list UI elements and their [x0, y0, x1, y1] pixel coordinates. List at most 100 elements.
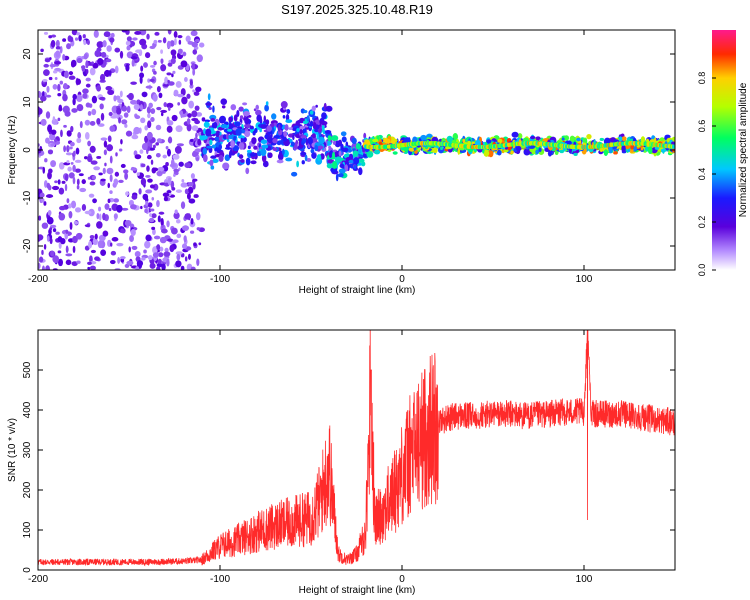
spectrogram-cell — [67, 166, 72, 172]
spectrogram-cell — [219, 115, 226, 124]
spectrogram-cell — [147, 78, 151, 83]
spectrogram-cell — [249, 125, 254, 130]
spectrogram-cell — [79, 187, 87, 193]
spectrogram-cell — [299, 129, 304, 135]
spectrogram-cell — [159, 236, 167, 244]
spectrogram-cell — [124, 172, 129, 180]
spectrogram-cell — [76, 260, 81, 264]
spectrogram-cell — [161, 228, 168, 234]
spectrogram-cell — [240, 137, 244, 144]
spectrogram-cell — [63, 83, 68, 90]
spectrogram-cell — [65, 259, 72, 266]
spectrogram-cell — [212, 105, 215, 113]
spectrogram-cell — [586, 133, 592, 140]
spectrogram-cell — [211, 144, 216, 149]
spectrogram-cell — [156, 266, 161, 270]
snr-y-tick-label: 0 — [22, 567, 33, 573]
spectrogram-cell — [41, 249, 44, 256]
spectrogram-cell — [239, 115, 244, 120]
spectrogram-cell — [249, 152, 257, 157]
spectrogram-cell — [307, 136, 313, 145]
spectrogram-cell — [113, 95, 117, 102]
spectrogram-cell — [238, 142, 245, 150]
spectrogram-cell — [93, 166, 101, 171]
spectrogram-cell — [153, 60, 157, 66]
spectrogram-cell — [157, 166, 165, 172]
spectrogram-cell — [195, 132, 198, 139]
spectrogram-cell — [262, 160, 269, 168]
snr-y-label: SNR (10 * v/v) — [7, 418, 18, 482]
chart-title: S197.2025.325.10.48.R19 — [281, 2, 433, 17]
spectrogram-cell — [340, 131, 347, 137]
spectrogram-cell — [130, 228, 136, 237]
spectrogram-cell — [131, 59, 135, 67]
spectrogram-cell — [191, 125, 199, 132]
spectrogram-cell — [180, 201, 186, 210]
spectrogram-cell — [106, 167, 114, 175]
spectrogram-cell — [49, 224, 57, 229]
spectrogram-cell — [163, 251, 171, 257]
spectrogram-cell — [171, 73, 174, 78]
spectrogram-cell — [245, 167, 250, 175]
spectrogram-cell — [40, 95, 47, 102]
spectrogram-cell — [227, 128, 233, 132]
spectrogram-cell — [61, 180, 66, 184]
spectrogram-cell — [373, 149, 381, 155]
spectrogram-cell — [618, 136, 623, 142]
spectrogram-cell — [220, 98, 228, 105]
spectrogram-cell — [228, 116, 233, 122]
spectrogram-cell — [73, 220, 79, 225]
spectrogram-cell — [41, 222, 49, 229]
spectrogram-cell — [52, 255, 60, 264]
spectrogram-cell — [107, 182, 111, 189]
spectrogram-cell — [538, 147, 542, 153]
spectrogram-cell — [64, 183, 68, 192]
spectrogram-cell — [38, 107, 43, 115]
spectrogram-cell — [131, 245, 138, 250]
spectrogram-cell — [166, 190, 172, 194]
spectrogram-cell — [92, 62, 99, 69]
spectrogram-cell — [88, 193, 95, 198]
spectrogram-cell — [363, 132, 367, 139]
spectrogram-cell — [263, 115, 267, 123]
spectrogram-cell — [288, 127, 294, 130]
spectrogram-cell — [89, 145, 96, 153]
spectrogram-cell — [149, 78, 155, 82]
spectrogram-cell — [45, 137, 50, 144]
spectrogram-cell — [54, 77, 58, 80]
spectrogram-cell — [103, 140, 108, 148]
spectrogram-cell — [321, 112, 327, 120]
spectrogram-cell — [535, 136, 541, 141]
spectrogram-cell — [202, 154, 208, 163]
spectrogram-cell — [76, 137, 82, 144]
spectrogram-cell — [186, 123, 192, 132]
spectrogram-cell — [569, 135, 575, 142]
spectrogram-cell — [214, 136, 220, 142]
spectrogram-cell — [187, 113, 192, 118]
colorbar-tick-label: 0.6 — [697, 120, 707, 133]
spectrogram-cell — [167, 136, 173, 144]
spectrogram-cell — [147, 202, 153, 208]
spectrogram-cell — [220, 124, 228, 129]
spectrogram-cell — [653, 137, 657, 145]
spectrogram-cell — [55, 231, 60, 235]
spectrogram-cell — [195, 86, 202, 92]
spectrogram-cell — [109, 37, 115, 43]
spectrogram-cell — [94, 49, 101, 58]
colorbar-ticks: 0.0 0.2 0.4 0.6 0.8 — [697, 72, 716, 276]
spectrogram-cell — [330, 167, 338, 173]
spectrogram-cell — [144, 208, 148, 213]
spectrogram-cell — [87, 155, 93, 163]
spectrogram-cell — [511, 131, 519, 138]
spectrogram-cell — [166, 125, 173, 133]
spectrogram-cell — [90, 160, 98, 165]
spectrogram-cell — [105, 85, 113, 91]
spectrogram-cell — [593, 139, 596, 146]
spectrogram-cell — [99, 103, 104, 110]
spectrogram-cell — [299, 125, 306, 130]
spectrogram-cell — [92, 198, 97, 204]
spectrogram-cell — [76, 94, 83, 102]
snr-x-tick-label: 100 — [576, 574, 593, 585]
spectrogram-cell — [271, 113, 277, 120]
spectrogram-cell — [131, 134, 139, 140]
